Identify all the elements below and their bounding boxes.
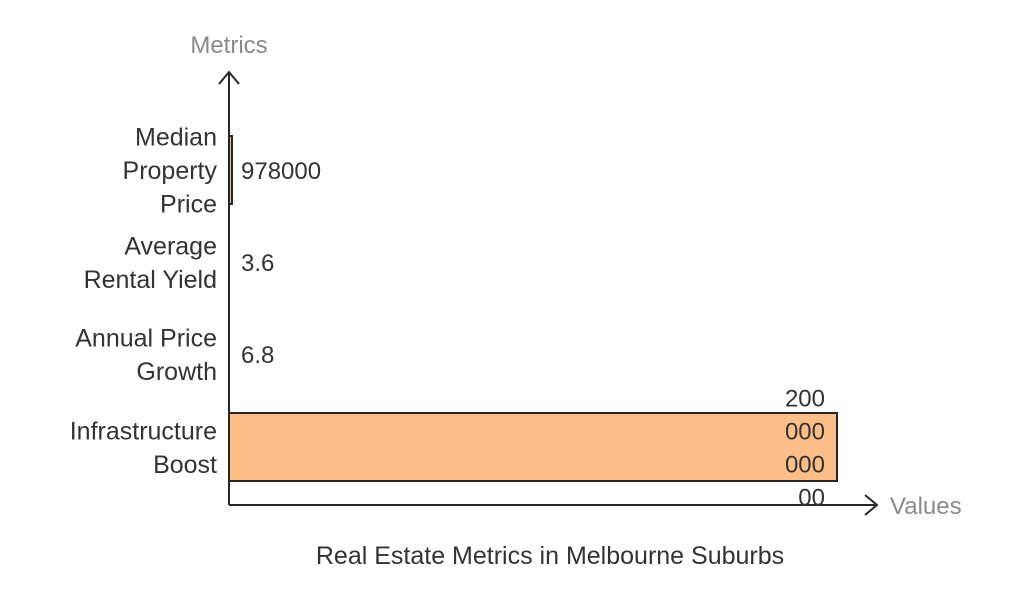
category-label: Infrastructure Boost	[70, 417, 217, 479]
value-label: 978000	[241, 158, 321, 185]
category-label-line: Price	[160, 191, 217, 219]
y-axis-title: Metrics	[190, 32, 267, 59]
plot-area: Median Property Price Average Rental Yield An…	[70, 70, 879, 516]
bar-3	[228, 412, 838, 482]
category-label: Average Rental Yield	[84, 232, 217, 294]
category-label-line: Annual Price	[75, 324, 217, 352]
category-label: Median Property Price	[123, 124, 218, 219]
category-label-line: Infrastructure	[70, 417, 217, 445]
y-axis-arrow-icon	[218, 70, 240, 85]
value-label: 200 000 000 00	[785, 386, 825, 512]
value-label: 6.8	[241, 342, 274, 369]
category-label-line: Median	[135, 124, 217, 152]
x-axis-title: Values	[890, 493, 962, 520]
value-label: 3.6	[241, 250, 274, 277]
value-label-line: 000	[785, 452, 825, 479]
x-axis-arrow-icon	[864, 494, 879, 516]
category-label-line: Growth	[136, 358, 217, 386]
value-label-line: 200	[785, 386, 825, 413]
category-label-line: Property	[123, 157, 218, 185]
chart-title: Real Estate Metrics in Melbourne Suburbs	[316, 542, 784, 570]
category-label-line: Boost	[153, 451, 217, 479]
value-label-line: 6.8	[241, 342, 274, 369]
value-label-line: 978000	[241, 158, 321, 185]
category-label-line: Average	[124, 232, 217, 260]
value-label-line: 00	[798, 485, 825, 512]
value-label-line: 3.6	[241, 250, 274, 277]
category-label: Annual Price Growth	[75, 324, 217, 386]
value-label-line: 000	[785, 419, 825, 446]
category-label-line: Rental Yield	[84, 266, 217, 294]
